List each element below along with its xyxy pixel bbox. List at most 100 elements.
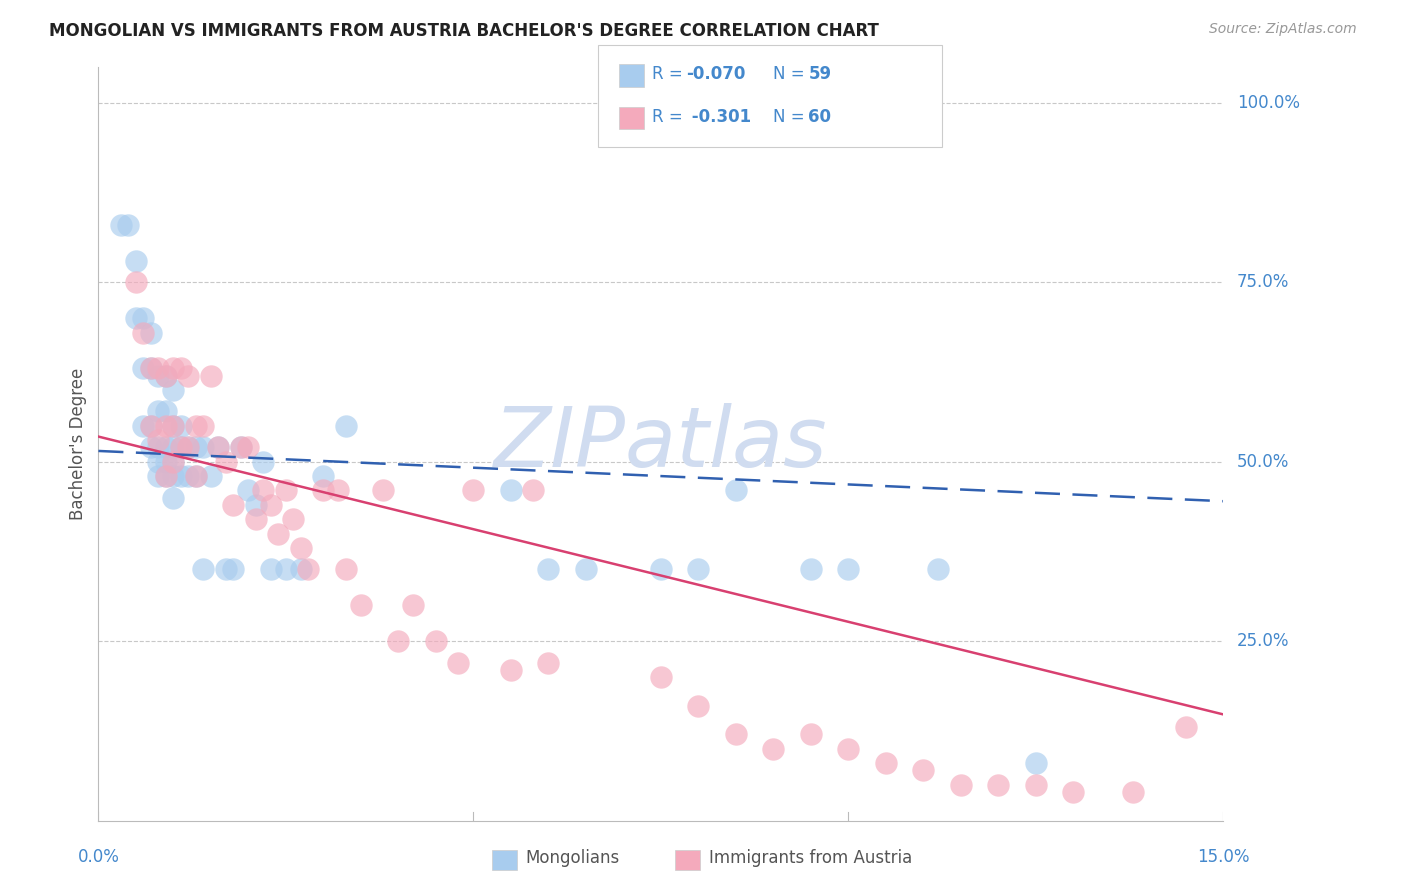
Point [238,483,260,498]
Point [260,498,283,512]
Point [688,562,710,576]
Point [724,727,747,741]
Point [290,541,312,555]
Point [177,441,200,455]
Point [875,756,897,771]
Point [117,218,139,232]
Text: -0.070: -0.070 [686,65,745,83]
Point [162,455,184,469]
Point [132,311,155,326]
Point [200,368,222,383]
Point [650,670,672,684]
Point [193,562,215,576]
Point [229,441,252,455]
Text: 0.0%: 0.0% [77,848,120,866]
Point [297,562,319,576]
Point [222,562,245,576]
Point [245,512,267,526]
Point [155,404,177,418]
Point [155,469,177,483]
Point [724,483,747,498]
Point [402,599,425,613]
Point [800,727,823,741]
Point [148,455,170,469]
Point [170,418,193,433]
Point [837,562,859,576]
Point [312,483,335,498]
Point [222,498,245,512]
Point [184,469,207,483]
Point [193,418,215,433]
Text: 59: 59 [808,65,831,83]
Point [139,418,162,433]
Text: ZIPatlas: ZIPatlas [494,403,828,484]
Point [162,418,184,433]
Point [312,469,335,483]
Point [290,562,312,576]
Point [274,483,297,498]
Point [274,562,297,576]
Point [688,698,710,713]
Point [447,656,470,670]
Point [499,663,522,677]
Point [987,778,1010,792]
Point [139,361,162,376]
Point [162,383,184,397]
Point [373,483,395,498]
Text: 15.0%: 15.0% [1197,848,1250,866]
Point [155,469,177,483]
Point [252,483,274,498]
Text: Immigrants from Austria: Immigrants from Austria [709,849,912,867]
Point [162,491,184,505]
Point [252,455,274,469]
Text: 75.0%: 75.0% [1237,273,1289,292]
Point [193,441,215,455]
Text: Mongolians: Mongolians [526,849,620,867]
Point [148,404,170,418]
Point [170,469,193,483]
Point [170,441,193,455]
Point [184,469,207,483]
Point [912,764,935,778]
Point [132,361,155,376]
Point [267,526,290,541]
Point [537,562,560,576]
Point [238,441,260,455]
Point [139,418,162,433]
Point [162,361,184,376]
Point [148,361,170,376]
Text: 50.0%: 50.0% [1237,453,1289,471]
Point [800,562,823,576]
Point [184,441,207,455]
Point [283,512,305,526]
Point [949,778,972,792]
Point [650,562,672,576]
Point [1025,778,1047,792]
Point [139,361,162,376]
Point [125,311,148,326]
Point [148,441,170,455]
Point [425,634,447,648]
Text: N =: N = [773,108,810,126]
Point [148,433,170,447]
Point [207,441,229,455]
Point [499,483,522,498]
Point [162,441,184,455]
Point [1122,785,1144,799]
Text: 60: 60 [808,108,831,126]
Point [1174,720,1197,734]
Point [125,275,148,289]
Text: R =: R = [652,108,689,126]
Point [350,599,373,613]
Text: R =: R = [652,65,689,83]
Point [537,656,560,670]
Point [837,742,859,756]
Point [387,634,409,648]
Point [162,469,184,483]
Point [155,418,177,433]
Point [335,562,357,576]
Point [215,455,238,469]
Point [162,418,184,433]
Point [132,326,155,340]
Point [125,253,148,268]
